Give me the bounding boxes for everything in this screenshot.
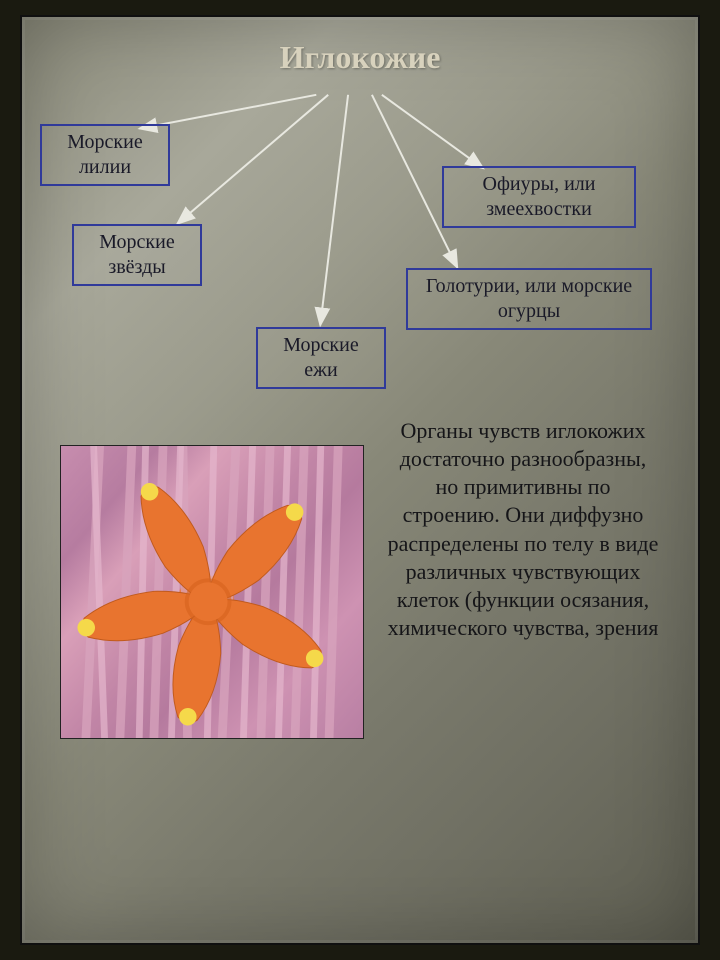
starfish-illustration (61, 446, 363, 738)
box-sea-cucumbers: Голотурии, или морские огурцы (406, 268, 652, 330)
slide-title: Иглокожие (40, 39, 680, 76)
starfish-photo (60, 445, 364, 739)
box-sea-urchins: Морские ежи (256, 327, 386, 389)
box-brittle-stars: Офиуры, или змеехвостки (442, 166, 636, 228)
slide-container: Иглокожие Морские лилии Морские звёзды М… (20, 15, 700, 945)
content-area: Органы чувств иглокожих достаточно разно… (60, 417, 660, 913)
sensory-paragraph: Органы чувств иглокожих достаточно разно… (386, 417, 660, 642)
box-sea-stars: Морские звёзды (72, 224, 202, 286)
box-sea-lilies: Морские лилии (40, 124, 170, 186)
diagram-area: Морские лилии Морские звёзды Морские ежи… (40, 84, 680, 364)
